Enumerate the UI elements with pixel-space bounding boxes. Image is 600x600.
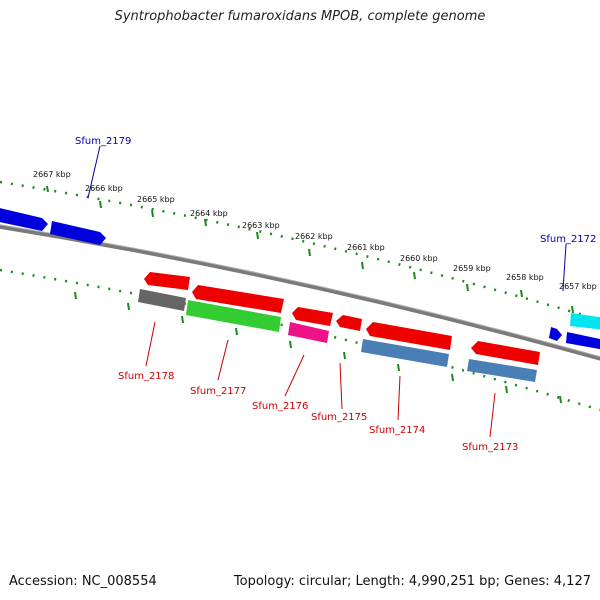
genome-backbone	[0, 224, 600, 361]
map-title: Syntrophobacter fumaroxidans MPOB, compl…	[114, 9, 486, 24]
accession-text: Accession: NC_008554	[9, 574, 157, 589]
leader-line	[562, 243, 567, 292]
kbp-label: 2657 kbp	[559, 282, 597, 291]
gene-label-sfum-2176[interactable]: Sfum_2176	[252, 401, 308, 412]
gene-arrow-reverse[interactable]	[192, 285, 284, 313]
leader-line	[339, 362, 343, 410]
gene-box-green[interactable]	[186, 300, 281, 332]
gene-arrow-reverse[interactable]	[336, 315, 362, 331]
gene-label-sfum-2172[interactable]: Sfum_2172	[540, 234, 596, 245]
leader-line	[397, 375, 401, 421]
gene-label-sfum-2179[interactable]: Sfum_2179	[75, 136, 131, 147]
reverse-strand	[138, 272, 540, 382]
leader-line	[284, 354, 305, 397]
leader-line	[145, 321, 156, 367]
gene-arrow-reverse[interactable]	[366, 322, 452, 350]
leader-line	[489, 392, 496, 438]
kbp-label: 2664 kbp	[190, 209, 228, 218]
kbp-label: 2667 kbp	[33, 170, 71, 179]
kbp-label: 2666 kbp	[85, 184, 123, 193]
gene-box-pink[interactable]	[288, 322, 329, 343]
gene-arrow-reverse[interactable]	[471, 341, 540, 365]
major-ticks-top	[46, 185, 574, 314]
leader-line	[87, 145, 101, 199]
leader-line	[217, 339, 229, 381]
forward-strand	[0, 207, 600, 350]
kbp-label: 2663 kbp	[242, 221, 280, 230]
gene-box-gray[interactable]	[138, 289, 186, 311]
gene-arrow-forward-sfum-2179[interactable]	[50, 221, 106, 245]
gene-box-steel[interactable]	[467, 359, 537, 382]
gene-arrow-reverse[interactable]	[144, 272, 190, 290]
gene-arrow-forward[interactable]	[0, 207, 48, 231]
gene-label-sfum-2174[interactable]: Sfum_2174	[369, 425, 425, 436]
major-ticks-bottom	[74, 291, 562, 404]
kbp-label: 2658 kbp	[506, 273, 544, 282]
scale-track-top	[0, 180, 600, 322]
gene-box-forward[interactable]	[566, 332, 600, 350]
gene-box-steel[interactable]	[361, 339, 449, 367]
topology-text: Topology: circular; Length: 4,990,251 bp…	[233, 574, 591, 589]
gene-box-cyan[interactable]	[570, 313, 600, 330]
gene-label-sfum-2177[interactable]: Sfum_2177	[190, 386, 246, 397]
gene-label-sfum-2178[interactable]: Sfum_2178	[118, 371, 174, 382]
kbp-label: 2659 kbp	[453, 264, 491, 273]
kbp-label: 2661 kbp	[347, 243, 385, 252]
scale-track-bottom	[0, 268, 600, 412]
gene-label-sfum-2175[interactable]: Sfum_2175	[311, 412, 367, 423]
gene-label-sfum-2173[interactable]: Sfum_2173	[462, 442, 518, 453]
gene-arrow-forward-sfum-2172[interactable]	[549, 327, 562, 341]
kbp-label: 2660 kbp	[400, 254, 438, 263]
gene-arrow-reverse[interactable]	[292, 307, 333, 326]
kbp-label: 2662 kbp	[295, 232, 333, 241]
kbp-label: 2665 kbp	[137, 195, 175, 204]
